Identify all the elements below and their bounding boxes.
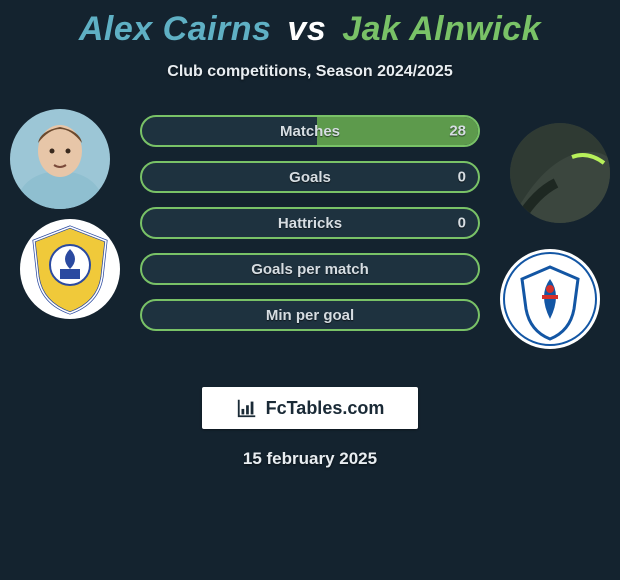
player2-avatar <box>510 123 610 223</box>
stat-row: Goals 0 <box>140 161 480 193</box>
stat-row: Min per goal <box>140 299 480 331</box>
stat-value-right: 28 <box>449 123 466 140</box>
player2-name: Jak Alnwick <box>342 10 541 48</box>
stat-label: Hattricks <box>278 215 342 232</box>
stat-bars: Matches 28 Goals 0 Hattricks 0 Goals per match… <box>140 115 480 345</box>
watermark-badge: FcTables.com <box>202 387 418 429</box>
vs-separator: vs <box>287 10 326 48</box>
subtitle: Club competitions, Season 2024/2025 <box>0 63 620 81</box>
player2-club-crest <box>500 249 600 349</box>
page-title: Alex Cairns vs Jak Alnwick <box>0 0 620 49</box>
stat-value-right: 0 <box>458 215 466 232</box>
stat-row: Goals per match <box>140 253 480 285</box>
player1-avatar <box>10 109 110 209</box>
watermark-text: FcTables.com <box>266 398 385 419</box>
chart-icon <box>236 397 258 419</box>
player1-name: Alex Cairns <box>79 10 272 48</box>
stat-row: Hattricks 0 <box>140 207 480 239</box>
stat-label: Goals <box>289 169 331 186</box>
player1-club-crest <box>20 219 120 319</box>
stat-label: Matches <box>280 123 340 140</box>
stat-label: Goals per match <box>251 261 369 278</box>
snapshot-date: 15 february 2025 <box>0 449 620 469</box>
stat-label: Min per goal <box>266 307 354 324</box>
comparison-content: Matches 28 Goals 0 Hattricks 0 Goals per match… <box>0 109 620 369</box>
stat-value-right: 0 <box>458 169 466 186</box>
stat-row: Matches 28 <box>140 115 480 147</box>
